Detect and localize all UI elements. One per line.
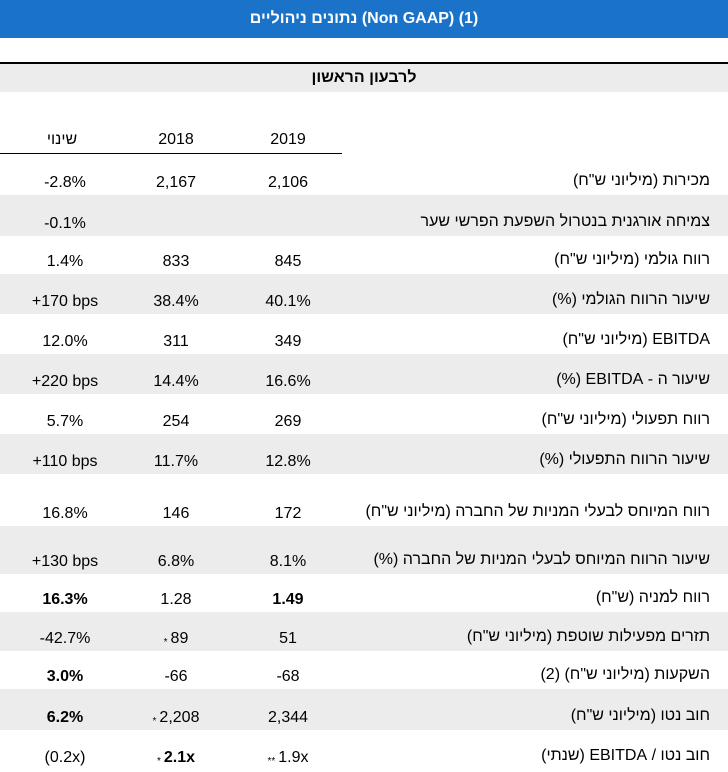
report-title: נתונים ניהוליים (Non GAAP) (1) bbox=[0, 0, 728, 38]
table-row-eps: רווח למניה (ש"ח) 1.49 1.28 16.3% bbox=[0, 574, 728, 612]
value-2018-cell: * 2.1x bbox=[121, 730, 231, 770]
value-change: 5.7% bbox=[46, 413, 84, 430]
row-label: חוב נטו (מיליוני ש"ח) bbox=[570, 707, 710, 724]
value-change: -2.8% bbox=[44, 174, 86, 191]
value-2019: 16.6% bbox=[265, 373, 311, 390]
value-2018-cell: * 2,208 bbox=[121, 689, 231, 730]
value-2019: 269 bbox=[274, 413, 302, 430]
footnote-marker: ** bbox=[267, 756, 276, 767]
value-change: 3.0% bbox=[46, 668, 84, 685]
row-label: רווח תפעולי (מיליוני ש"ח) bbox=[541, 411, 710, 428]
row-label: חוב נטו / EBITDA (שנתי) bbox=[541, 747, 710, 764]
value-change: 12.0% bbox=[42, 333, 88, 350]
table-row-net-debt-ebitda: חוב נטו / EBITDA (שנתי) ** 1.9x * 2.1x (0.… bbox=[0, 730, 728, 770]
value-change: 1.4% bbox=[46, 253, 84, 270]
value-2018: 11.7% bbox=[153, 453, 199, 470]
table-row-operating-profit: רווח תפעולי (מיליוני ש"ח) 269 254 5.7% bbox=[0, 394, 728, 434]
value-2018 bbox=[121, 195, 231, 236]
value-2018: 14.4% bbox=[153, 373, 199, 390]
value-2019 bbox=[233, 195, 343, 236]
footnote-marker: * bbox=[152, 716, 157, 727]
value-change: +130 bps bbox=[31, 553, 99, 570]
column-header-change: שינוי bbox=[46, 131, 78, 148]
row-label: רווח גולמי (מיליוני ש"ח) bbox=[554, 251, 710, 268]
column-header-2018: 2018 bbox=[158, 131, 194, 148]
value-change: (0.2x) bbox=[44, 749, 86, 766]
row-label: השקעות (מיליוני ש"ח) (2) bbox=[540, 666, 710, 683]
value-2018: 254 bbox=[162, 413, 190, 430]
value-2018: 2,167 bbox=[155, 174, 197, 191]
value-2019: 1.9x bbox=[278, 749, 309, 766]
value-2018: 2,208 bbox=[159, 709, 200, 726]
value-change: +220 bps bbox=[31, 373, 99, 390]
column-header-2019: 2019 bbox=[270, 131, 306, 148]
row-label: צמיחה אורגנית בנטרול השפעת הפרשי שער bbox=[420, 213, 710, 230]
table-row-investments: השקעות (מיליוני ש"ח) (2) -68 -66 3.0% bbox=[0, 651, 728, 689]
table-row-operating-margin: שיעור הרווח התפעולי (%) 12.8% 11.7% +110… bbox=[0, 434, 728, 474]
row-label: שיעור הרווח התפעולי (%) bbox=[539, 451, 710, 468]
table-row-net-profit: רווח המיוחס לבעלי המניות של החברה (מיליו… bbox=[0, 474, 728, 526]
value-2018: 146 bbox=[162, 505, 190, 522]
table-row-net-margin: שיעור הרווח המיוחס לבעלי המניות של החברה… bbox=[0, 526, 728, 574]
value-2019: 1.49 bbox=[272, 591, 304, 608]
value-2019: 845 bbox=[274, 253, 302, 270]
value-change: 16.8% bbox=[42, 505, 88, 522]
value-2018: 2.1x bbox=[163, 749, 196, 766]
footnote-marker: * bbox=[163, 637, 168, 648]
header-divider bbox=[0, 153, 342, 154]
value-2018: 833 bbox=[162, 253, 190, 270]
row-label: שיעור הרווח המיוחס לבעלי המניות של החברה… bbox=[373, 551, 710, 568]
value-2018: 1.28 bbox=[160, 591, 192, 608]
row-label: שיעור ה - EBITDA (%) bbox=[556, 371, 710, 388]
value-2018: 311 bbox=[163, 333, 189, 350]
row-label: שיעור הרווח הגולמי (%) bbox=[552, 291, 710, 308]
value-2018: 89 bbox=[170, 630, 189, 647]
value-2019: 8.1% bbox=[269, 553, 307, 570]
table-row-net-debt: חוב נטו (מיליוני ש"ח) 2,344 * 2,208 6.2% bbox=[0, 689, 728, 730]
value-change: +110 bps bbox=[32, 453, 98, 470]
table-row-ebitda: EBITDA (מיליוני ש"ח) 349 311 12.0% bbox=[0, 314, 728, 354]
footnote-marker: * bbox=[156, 756, 161, 767]
row-label: EBITDA (מיליוני ש"ח) bbox=[562, 331, 710, 348]
value-change: +170 bps bbox=[31, 293, 99, 310]
table-row-sales: מכירות (מיליוני ש"ח) 2,106 2,167 -2.8% bbox=[0, 161, 728, 195]
value-2019: 349 bbox=[274, 333, 302, 350]
value-2019: 40.1% bbox=[265, 293, 311, 310]
table-row-organic-growth: צמיחה אורגנית בנטרול השפעת הפרשי שער -0.… bbox=[0, 195, 728, 236]
row-label: מכירות (מיליוני ש"ח) bbox=[572, 172, 710, 189]
table-row-gross-profit: רווח גולמי (מיליוני ש"ח) 845 833 1.4% bbox=[0, 236, 728, 274]
value-2018: 6.8% bbox=[157, 553, 195, 570]
row-label: רווח המיוחס לבעלי המניות של החברה (מיליו… bbox=[365, 503, 710, 520]
row-label: תזרים מפעילות שוטפת (מיליוני ש"ח) bbox=[466, 628, 710, 645]
value-2019: 172 bbox=[274, 505, 302, 522]
table-row-operating-cash-flow: תזרים מפעילות שוטפת (מיליוני ש"ח) 51 * 89… bbox=[0, 612, 728, 651]
value-2018-cell: * 89 bbox=[121, 612, 231, 651]
value-2019: 2,106 bbox=[267, 174, 309, 191]
value-2019-cell: ** 1.9x bbox=[233, 730, 343, 770]
value-2019: -68 bbox=[276, 668, 300, 685]
value-2019: 12.8% bbox=[265, 453, 311, 470]
value-change: -0.1% bbox=[44, 215, 86, 232]
value-change: -42.7% bbox=[39, 630, 91, 647]
value-2019: 2,344 bbox=[267, 709, 309, 726]
value-2018: -66 bbox=[164, 668, 188, 685]
value-change: 6.2% bbox=[46, 709, 84, 726]
table-row-gross-margin: שיעור הרווח הגולמי (%) 40.1% 38.4% +170 … bbox=[0, 274, 728, 314]
value-2018: 38.4% bbox=[153, 293, 199, 310]
value-2019: 51 bbox=[279, 630, 297, 647]
row-label: רווח למניה (ש"ח) bbox=[595, 589, 710, 606]
table-row-ebitda-margin: שיעור ה - EBITDA (%) 16.6% 14.4% +220 bp… bbox=[0, 354, 728, 394]
value-change: 16.3% bbox=[42, 591, 88, 608]
section-header: לרבעון הראשון bbox=[0, 62, 728, 92]
